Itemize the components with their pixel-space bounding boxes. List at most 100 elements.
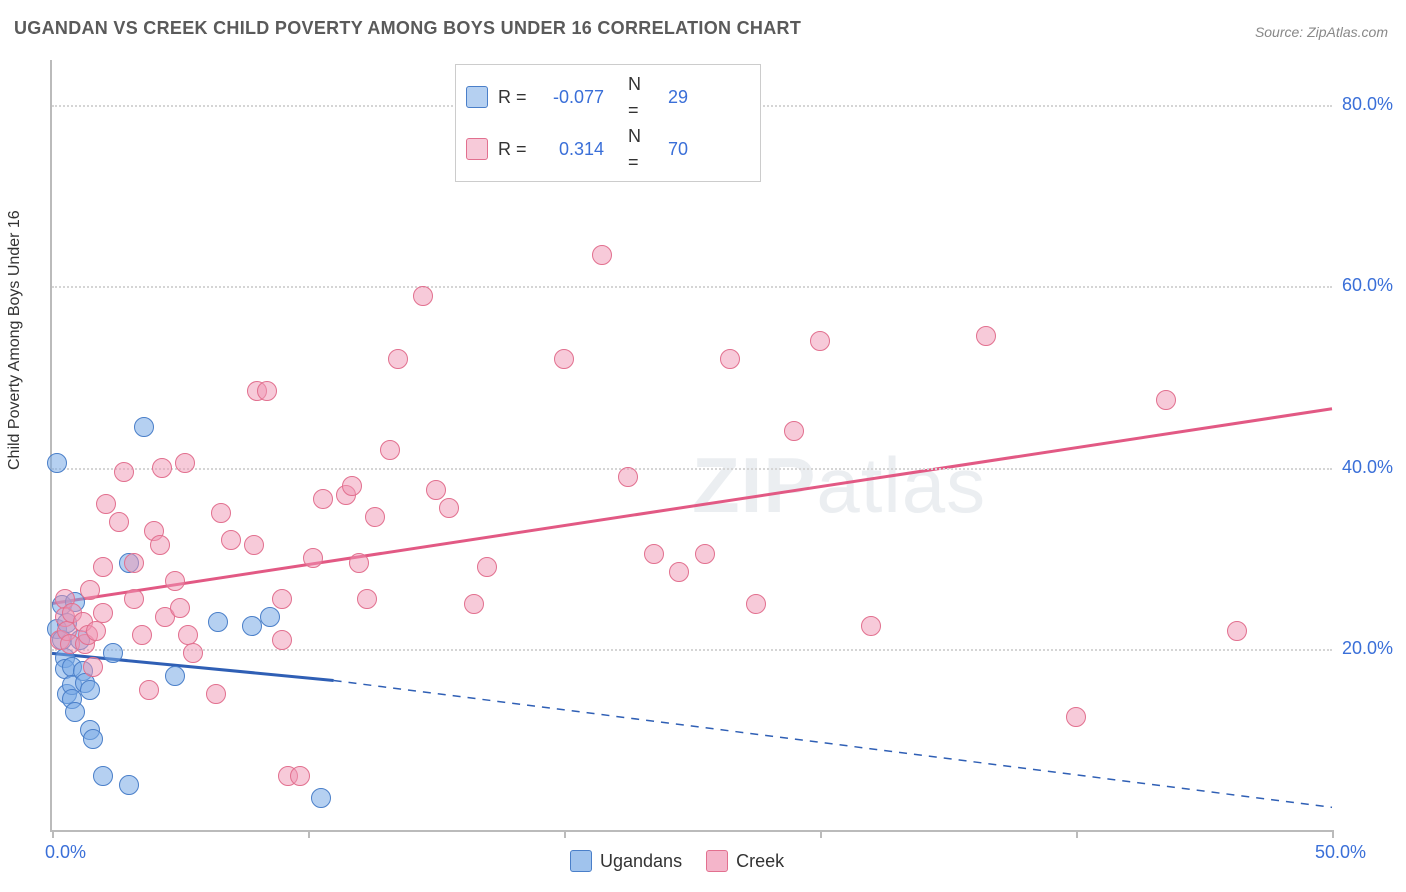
legend-stats-box: R = -0.077 N = 29 R = 0.314 N = 70 <box>455 64 761 182</box>
legend-n-label: N = <box>628 71 646 123</box>
scatter-point-ugandans <box>80 680 100 700</box>
scatter-point-creek <box>221 530 241 550</box>
scatter-point-ugandans <box>208 612 228 632</box>
scatter-point-ugandans <box>65 702 85 722</box>
scatter-point-ugandans <box>311 788 331 808</box>
scatter-point-creek <box>165 571 185 591</box>
scatter-point-creek <box>206 684 226 704</box>
scatter-point-creek <box>388 349 408 369</box>
scatter-point-creek <box>272 589 292 609</box>
scatter-point-creek <box>357 589 377 609</box>
legend-label-ugandans: Ugandans <box>600 851 682 872</box>
scatter-point-creek <box>244 535 264 555</box>
legend-item-ugandans: Ugandans <box>570 850 682 872</box>
x-tick <box>1076 830 1078 838</box>
x-tick <box>820 830 822 838</box>
scatter-point-creek <box>109 512 129 532</box>
x-tick-label-min: 0.0% <box>45 842 86 863</box>
legend-n-value-0: 29 <box>656 84 688 110</box>
x-tick <box>52 830 54 838</box>
scatter-point-creek <box>439 498 459 518</box>
scatter-point-creek <box>124 553 144 573</box>
scatter-point-creek <box>86 621 106 641</box>
gridline <box>52 649 1332 651</box>
trend-line-creek <box>52 409 1332 604</box>
y-tick-label: 40.0% <box>1342 457 1393 478</box>
scatter-point-creek <box>175 453 195 473</box>
scatter-point-ugandans <box>134 417 154 437</box>
x-tick-label-max: 50.0% <box>1315 842 1366 863</box>
scatter-point-ugandans <box>119 775 139 795</box>
scatter-point-creek <box>746 594 766 614</box>
scatter-point-creek <box>644 544 664 564</box>
x-tick <box>564 830 566 838</box>
trend-line-ugandans-dashed <box>334 681 1332 808</box>
scatter-point-ugandans <box>47 453 67 473</box>
watermark: ZIPatlas <box>692 440 986 531</box>
scatter-point-creek <box>426 480 446 500</box>
scatter-point-creek <box>93 603 113 623</box>
legend-item-creek: Creek <box>706 850 784 872</box>
y-tick-label: 80.0% <box>1342 94 1393 115</box>
scatter-point-creek <box>313 489 333 509</box>
scatter-point-creek <box>114 462 134 482</box>
legend-swatch-ugandans <box>570 850 592 872</box>
gridline <box>52 286 1332 288</box>
scatter-point-creek <box>93 557 113 577</box>
scatter-point-creek <box>784 421 804 441</box>
scatter-point-creek <box>290 766 310 786</box>
legend-stats-row-0: R = -0.077 N = 29 <box>466 71 746 123</box>
scatter-point-creek <box>720 349 740 369</box>
scatter-point-creek <box>1227 621 1247 641</box>
scatter-point-creek <box>365 507 385 527</box>
scatter-point-creek <box>618 467 638 487</box>
scatter-point-creek <box>80 580 100 600</box>
scatter-point-creek <box>464 594 484 614</box>
legend-series-box: Ugandans Creek <box>570 850 784 872</box>
scatter-point-creek <box>669 562 689 582</box>
scatter-point-ugandans <box>93 766 113 786</box>
scatter-point-ugandans <box>165 666 185 686</box>
scatter-point-creek <box>96 494 116 514</box>
legend-n-label: N = <box>628 123 646 175</box>
scatter-point-creek <box>349 553 369 573</box>
chart-container: UGANDAN VS CREEK CHILD POVERTY AMONG BOY… <box>0 0 1406 892</box>
scatter-point-creek <box>150 535 170 555</box>
legend-swatch-ugandans <box>466 86 488 108</box>
y-tick-label: 20.0% <box>1342 638 1393 659</box>
scatter-point-creek <box>554 349 574 369</box>
y-axis-label: Child Poverty Among Boys Under 16 <box>6 210 24 470</box>
legend-swatch-creek <box>466 138 488 160</box>
source-attribution: Source: ZipAtlas.com <box>1255 24 1388 40</box>
watermark-rest: atlas <box>816 441 986 529</box>
watermark-bold: ZIP <box>692 441 816 529</box>
legend-r-label: R = <box>498 136 532 162</box>
legend-swatch-creek <box>706 850 728 872</box>
legend-r-label: R = <box>498 84 532 110</box>
gridline <box>52 468 1332 470</box>
scatter-point-creek <box>132 625 152 645</box>
legend-r-value-0: -0.077 <box>542 84 604 110</box>
scatter-point-creek <box>83 657 103 677</box>
scatter-point-creek <box>178 625 198 645</box>
scatter-point-creek <box>861 616 881 636</box>
legend-stats-row-1: R = 0.314 N = 70 <box>466 123 746 175</box>
scatter-point-creek <box>976 326 996 346</box>
scatter-point-ugandans <box>260 607 280 627</box>
scatter-point-creek <box>477 557 497 577</box>
scatter-point-creek <box>380 440 400 460</box>
scatter-point-creek <box>124 589 144 609</box>
scatter-point-creek <box>592 245 612 265</box>
scatter-point-creek <box>695 544 715 564</box>
scatter-point-creek <box>257 381 277 401</box>
scatter-point-creek <box>170 598 190 618</box>
y-tick-label: 60.0% <box>1342 275 1393 296</box>
scatter-point-creek <box>272 630 292 650</box>
scatter-point-creek <box>810 331 830 351</box>
legend-n-value-1: 70 <box>656 136 688 162</box>
chart-title: UGANDAN VS CREEK CHILD POVERTY AMONG BOY… <box>14 18 801 39</box>
x-tick <box>308 830 310 838</box>
x-tick <box>1332 830 1334 838</box>
scatter-point-creek <box>183 643 203 663</box>
scatter-point-creek <box>342 476 362 496</box>
